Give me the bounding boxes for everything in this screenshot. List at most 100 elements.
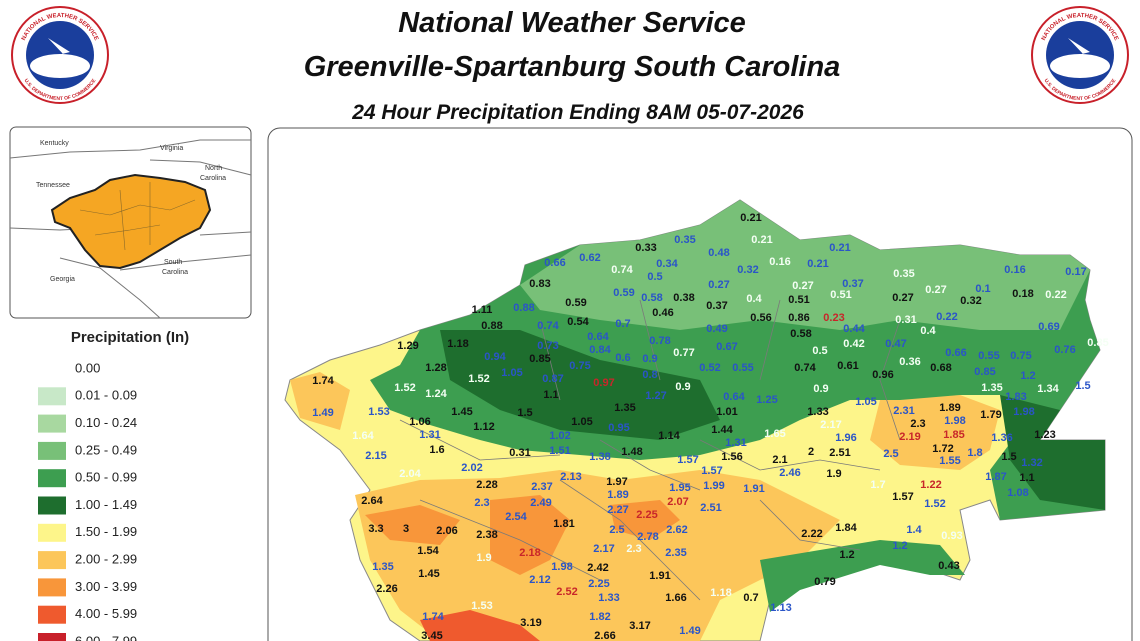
inset-label: North	[205, 165, 222, 172]
precip-label: 0.51	[830, 289, 851, 301]
precip-label: 0.16	[1004, 264, 1025, 276]
map-labels: 0.210.210.350.330.66 0.620.50.480.16 0.210…	[312, 212, 1108, 641]
precip-label: 1.65	[764, 428, 785, 440]
precip-label: 0.61	[837, 360, 858, 372]
precip-label: 1.89	[939, 402, 960, 414]
precip-label: 0.67	[716, 341, 737, 353]
precip-label: 2.31	[893, 405, 914, 417]
precip-label: 0.21	[829, 242, 850, 254]
precip-label: 1.14	[658, 430, 680, 442]
precip-label: 2.02	[461, 462, 482, 474]
legend-swatch	[38, 633, 66, 641]
precip-label: 1.64	[352, 430, 374, 442]
precip-label: 0.5	[647, 271, 662, 283]
precip-label: 2.25	[588, 578, 609, 590]
precip-label: 2.49	[530, 497, 551, 509]
precip-label: 0.93	[941, 530, 962, 542]
legend-swatch	[38, 414, 66, 433]
inset-label: Virginia	[160, 145, 183, 152]
precip-label: 0.55	[732, 362, 753, 374]
precip-label: 1.51	[549, 445, 570, 457]
inset-label: Carolina	[200, 175, 226, 182]
precip-label: 1.45	[451, 406, 472, 418]
precip-label: 1.97	[606, 476, 627, 488]
precip-label: 0.9	[675, 381, 690, 393]
precip-label: 0.66	[544, 257, 565, 269]
precip-label: 0.69	[1038, 321, 1059, 333]
precip-label: 2.15	[365, 450, 386, 462]
logo: NATIONAL WEATHER SERVICE U.S. DEPARTMENT…	[11, 6, 109, 104]
precip-label: 0.6	[615, 352, 630, 364]
inset-map: Kentucky Virginia North Carolina Tenness…	[9, 126, 252, 319]
precip-label: 0.18	[1012, 288, 1033, 300]
precip-label: 1.85	[943, 429, 964, 441]
precip-label: 2.62	[666, 524, 687, 536]
precip-label: 1.98	[944, 415, 965, 427]
precip-label: 0.83	[529, 278, 550, 290]
precip-label: 0.86	[788, 312, 809, 324]
precip-label: 1.53	[471, 600, 492, 612]
legend-swatch	[38, 605, 66, 624]
precip-label: 1.57	[892, 491, 913, 503]
precip-label: 1.54	[417, 545, 439, 557]
precip-label: 0.27	[708, 279, 729, 291]
precip-label: 0.51	[788, 294, 809, 306]
precip-label: 2.46	[779, 467, 800, 479]
legend-swatch	[38, 387, 66, 406]
precip-label: 0.88	[481, 320, 502, 332]
precip-label: 0.27	[792, 280, 813, 292]
precip-label: 1.29	[397, 340, 418, 352]
precip-label: 2.13	[560, 471, 581, 483]
precip-label: 0.49	[706, 323, 727, 335]
precip-label: 0.58	[790, 328, 811, 340]
precip-label: 0.33	[635, 242, 656, 254]
precip-label: 2.17	[820, 419, 841, 431]
precip-label: 2.64	[361, 495, 383, 507]
map-panel	[267, 127, 1133, 641]
precip-label: 1.95	[669, 482, 690, 494]
legend-label: 0.00	[75, 360, 100, 375]
precip-label: 2.19	[899, 431, 920, 443]
precip-label: 2.26	[376, 583, 397, 595]
precip-label: 0.27	[892, 292, 913, 304]
precip-label: 2.38	[476, 529, 497, 541]
precip-label: 0.87	[542, 373, 563, 385]
precip-label: 1.2	[892, 540, 907, 552]
precip-label: 1.79	[980, 409, 1001, 421]
precip-label: 1.48	[621, 446, 642, 458]
precip-label: 0.9	[642, 353, 657, 365]
precip-label: 1.32	[1021, 457, 1042, 469]
precip-label: 2.3	[474, 497, 489, 509]
precip-label: 1.11	[472, 304, 493, 316]
precip-label: 0.21	[751, 234, 772, 246]
precip-label: 1.05	[855, 396, 876, 408]
precip-label: 1.33	[807, 406, 828, 418]
precip-label: 1.98	[1013, 406, 1034, 418]
precip-label: 2.28	[476, 479, 497, 491]
subtitle: Greenville-Spartanburg South Carolina	[304, 51, 841, 83]
precip-label: 0.22	[936, 311, 957, 323]
precip-label: 2.22	[801, 528, 822, 540]
precip-label: 1.23	[1034, 429, 1055, 441]
precip-label: 1.33	[598, 592, 619, 604]
precip-label: 0.64	[723, 391, 745, 403]
precip-label: 2.5	[883, 448, 898, 460]
legend-swatch	[38, 551, 66, 570]
precip-label: 0.17	[1065, 266, 1086, 278]
precip-label: 1.44	[711, 424, 733, 436]
precip-label: 0.8	[642, 369, 657, 381]
legend-label: 0.01 - 0.09	[75, 388, 137, 403]
precip-label: 2.35	[665, 547, 686, 559]
precip-label: 0.5	[812, 345, 827, 357]
precip-label: 0.74	[611, 264, 633, 276]
precip-label: 0.85	[974, 366, 995, 378]
precip-label: 0.52	[699, 362, 720, 374]
precip-label: 1.52	[468, 373, 489, 385]
precip-label: 0.47	[885, 338, 906, 350]
precip-label: 0.59	[613, 287, 634, 299]
precip-label: 0.74	[537, 320, 559, 332]
precip-label: 1.57	[677, 454, 698, 466]
precip-label: 0.31	[509, 447, 530, 459]
precip-label: 0.95	[608, 422, 629, 434]
precip-label: 1.74	[422, 611, 444, 623]
